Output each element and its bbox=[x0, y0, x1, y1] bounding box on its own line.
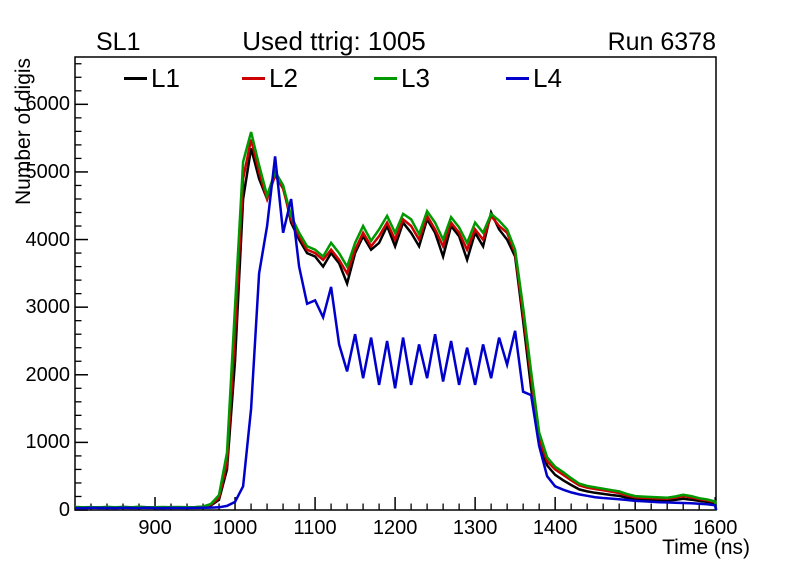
y-tick-label: 1000 bbox=[25, 431, 71, 454]
y-tick-label: 4000 bbox=[25, 228, 71, 251]
x-tick-label: 1200 bbox=[372, 517, 418, 539]
y-tick-label: 5000 bbox=[25, 160, 71, 183]
legend-line-sample-icon bbox=[124, 76, 147, 80]
legend-label: L3 bbox=[401, 63, 430, 93]
series-line-L3 bbox=[74, 131, 718, 511]
x-tick-label: 1300 bbox=[452, 517, 498, 539]
legend-label: L1 bbox=[151, 63, 180, 93]
series-line-L1 bbox=[74, 147, 718, 511]
legend-entry-L2: L2 bbox=[242, 65, 298, 91]
x-tick-label: 1100 bbox=[293, 517, 337, 539]
legend-entry-L4: L4 bbox=[506, 65, 562, 91]
x-tick-label: 900 bbox=[138, 517, 172, 539]
series-line-L4 bbox=[74, 156, 718, 511]
y-tick-label: 3000 bbox=[25, 296, 71, 319]
ttrig-title: Used ttrig: 1005 bbox=[242, 26, 426, 56]
legend-line-sample-icon bbox=[374, 76, 397, 80]
legend-label: L2 bbox=[269, 63, 298, 93]
y-tick-label: 2000 bbox=[25, 363, 71, 386]
legend-label: L4 bbox=[533, 63, 562, 93]
x-axis-title: Time (ns) bbox=[662, 536, 750, 559]
legend-line-sample-icon bbox=[242, 76, 265, 80]
legend-entry-L1: L1 bbox=[124, 65, 180, 91]
series-line-L2 bbox=[74, 139, 718, 511]
run-number-title: Run 6378 bbox=[607, 28, 716, 56]
x-tick-label: 1400 bbox=[532, 517, 578, 539]
x-tick-label: 1600 bbox=[692, 517, 738, 539]
plot-frame bbox=[74, 56, 717, 511]
y-tick-label: 0 bbox=[58, 499, 70, 521]
superlayer-title: SL1 bbox=[96, 28, 141, 56]
x-tick-label: 1000 bbox=[212, 517, 258, 539]
x-tick-label: 1500 bbox=[612, 517, 658, 539]
y-tick-label: 6000 bbox=[25, 93, 71, 116]
legend-line-sample-icon bbox=[506, 76, 529, 80]
legend-entry-L3: L3 bbox=[374, 65, 430, 91]
